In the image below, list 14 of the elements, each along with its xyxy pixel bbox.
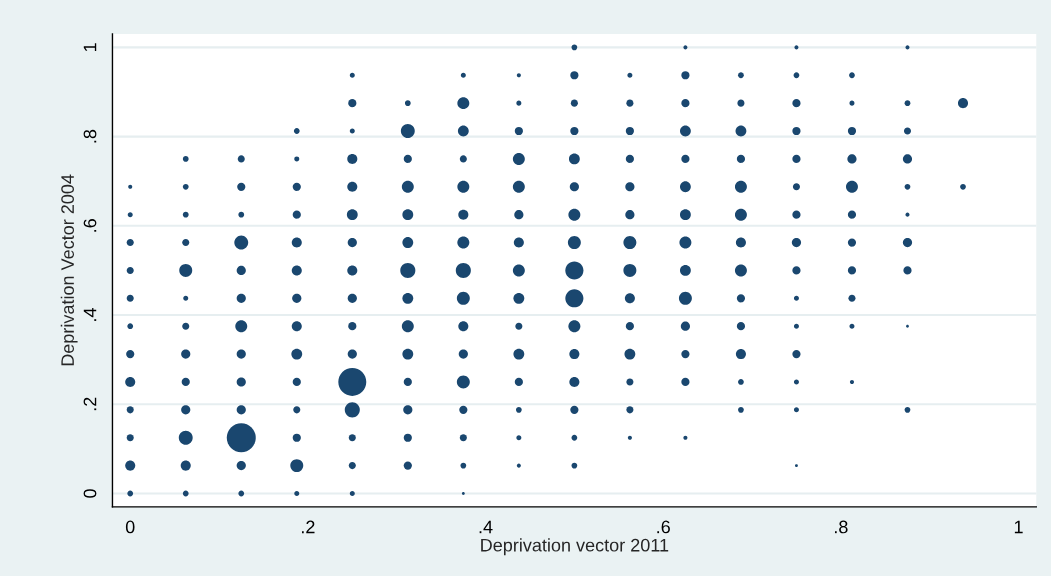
x-tick-label: .8	[834, 520, 848, 534]
y-tick-label: .4	[83, 308, 97, 321]
y-tick-label: .2	[83, 397, 97, 411]
x-tick-label: 0	[125, 520, 135, 534]
y-tick-label: 0	[83, 489, 97, 498]
y-tick-label: 1	[83, 43, 97, 52]
y-tick-label: .6	[83, 219, 97, 232]
x-tick-label: .4	[479, 520, 493, 534]
x-tick-label: 1	[1014, 520, 1023, 534]
y-tick-label: .8	[83, 129, 97, 143]
x-tick-label: .2	[302, 520, 315, 534]
x-tick-label: .6	[657, 520, 670, 534]
y-axis-title: Deprivation Vector 2004	[60, 174, 78, 366]
x-axis-title: Deprivation vector 2011	[481, 538, 669, 556]
